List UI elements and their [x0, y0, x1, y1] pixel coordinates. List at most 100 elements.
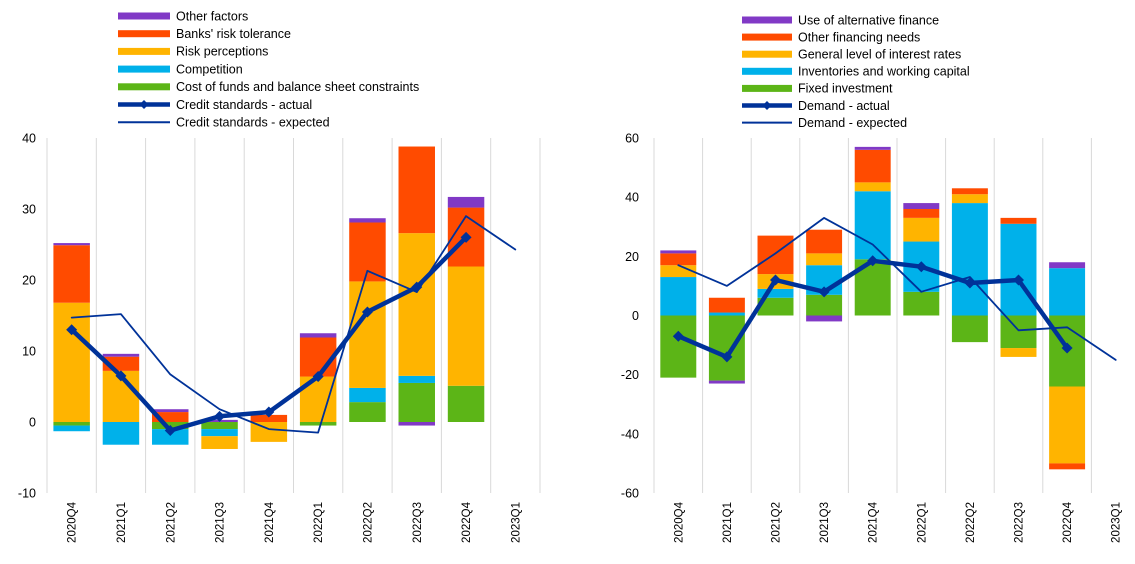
- marker-credit-standards-actual: [263, 406, 275, 418]
- y-tick-label: -60: [621, 487, 639, 501]
- bar-other-factors: [447, 196, 485, 208]
- x-tick-label: 2022Q2: [362, 502, 374, 543]
- marker-demand-actual: [1061, 342, 1073, 354]
- marker-credit-standards-actual: [361, 306, 373, 318]
- legend-swatch-other-financing-needs: [742, 33, 792, 41]
- bar-risk-perceptions: [201, 436, 238, 449]
- bar-inventories-and-working-capital: [854, 191, 891, 260]
- marker-demand-actual: [1013, 274, 1024, 286]
- bar-cost-of-funds-and-balance-sheet-constraints: [398, 382, 435, 422]
- bar-general-level-of-interest-rates: [951, 194, 988, 204]
- bar-risk-perceptions: [398, 233, 435, 376]
- bar-inventories-and-working-capital: [708, 312, 745, 316]
- bar-cost-of-funds-and-balance-sheet-constraints: [299, 422, 337, 426]
- marker-credit-standards-actual: [164, 425, 176, 437]
- bar-other-financing-needs: [1000, 217, 1037, 224]
- marker-credit-standards-actual: [460, 231, 472, 243]
- bar-use-of-alternative-finance: [660, 250, 697, 254]
- legend-swatch-competition: [118, 65, 170, 73]
- bar-other-financing-needs: [708, 297, 745, 313]
- bar-banks-risk-tolerance: [398, 146, 435, 234]
- legend-label-demand-actual: Demand - actual: [798, 99, 890, 113]
- bar-other-financing-needs: [757, 235, 794, 275]
- bar-general-level-of-interest-rates: [660, 265, 697, 278]
- bar-fixed-investment: [708, 315, 745, 381]
- x-tick-label: 2022Q1: [916, 502, 928, 543]
- bar-use-of-alternative-finance: [806, 315, 843, 322]
- legend: Use of alternative finance Other financin…: [742, 13, 970, 130]
- loan-demand-chart: -60 -40 -20 0 20 40 60 2020Q4 2021Q1 2021Q2 2021Q3…: [621, 13, 1123, 543]
- y-tick-label: 20: [625, 250, 639, 264]
- legend-swatch-cost-of-funds-and-balance-sheet-constraints: [118, 83, 170, 91]
- x-tick-label: 2021Q3: [819, 502, 831, 543]
- legend-marker-credit-standards-actual: [139, 100, 149, 109]
- legend-label-other-factors: Other factors: [176, 9, 248, 23]
- x-tick-label: 2022Q1: [313, 502, 325, 543]
- bar-competition: [349, 387, 386, 403]
- bar-other-factors: [398, 422, 435, 426]
- bar-risk-perceptions: [53, 302, 90, 422]
- legend-label-demand-expected: Demand - expected: [798, 116, 907, 130]
- legend-label-cost-of-funds-and-balance-sheet-constraints: Cost of funds and balance sheet constrai…: [176, 80, 419, 94]
- bar-fixed-investment: [1000, 315, 1037, 349]
- bar-general-level-of-interest-rates: [806, 253, 843, 266]
- bar-competition: [398, 375, 435, 383]
- bar-competition: [102, 422, 140, 445]
- y-tick-label: 10: [22, 345, 36, 359]
- legend-label-banks-risk-tolerance: Banks' risk tolerance: [176, 27, 291, 41]
- line-credit-standards-expected: [70, 215, 517, 434]
- legend-swatch-use-of-alternative-finance: [742, 16, 792, 24]
- bar-other-financing-needs: [951, 188, 988, 195]
- bar-general-level-of-interest-rates: [1000, 348, 1037, 357]
- bar-fixed-investment: [660, 315, 697, 378]
- bar-risk-perceptions: [349, 281, 386, 388]
- marker-demand-actual: [770, 274, 781, 286]
- x-tick-label: 2022Q3: [412, 502, 424, 543]
- x-tick-label: 2023Q1: [510, 502, 522, 543]
- x-tick-label: 2021Q4: [868, 501, 880, 543]
- marker-credit-standards-actual: [214, 410, 226, 422]
- y-tick-label: 40: [625, 191, 639, 205]
- x-tick-label: 2020Q4: [67, 501, 79, 543]
- bar-inventories-and-working-capital: [757, 288, 794, 298]
- bar-general-level-of-interest-rates: [854, 182, 891, 192]
- bar-other-financing-needs: [1049, 463, 1086, 470]
- bar-other-financing-needs: [660, 253, 697, 266]
- y-tick-label: 20: [22, 274, 36, 288]
- y-tick-label: -20: [621, 368, 639, 382]
- marker-demand-actual: [915, 261, 927, 273]
- y-tick-label: 30: [22, 203, 36, 217]
- legend: Other factors Banks' risk tolerance Risk p…: [118, 9, 419, 130]
- x-tick-label: 2022Q4: [1062, 501, 1074, 543]
- legend-label-credit-standards-actual: Credit standards - actual: [176, 98, 312, 112]
- legend-swatch-other-factors: [118, 12, 170, 20]
- bar-cost-of-funds-and-balance-sheet-constraints: [201, 422, 238, 430]
- legend-swatch-risk-perceptions: [118, 47, 170, 55]
- x-tick-label: 2022Q4: [461, 501, 473, 543]
- bar-inventories-and-working-capital: [1049, 268, 1086, 316]
- legend-label-other-financing-needs: Other financing needs: [798, 30, 920, 44]
- bar-cost-of-funds-and-balance-sheet-constraints: [349, 402, 386, 422]
- bar-other-factors: [299, 333, 337, 338]
- bar-risk-perceptions: [447, 266, 485, 386]
- x-tick-label: 2021Q1: [116, 502, 128, 543]
- bar-banks-risk-tolerance: [250, 414, 288, 422]
- bar-inventories-and-working-capital: [660, 277, 697, 316]
- marker-credit-standards-actual: [115, 370, 127, 382]
- marker-demand-actual: [867, 255, 879, 267]
- bar-other-financing-needs: [806, 229, 843, 254]
- bar-inventories-and-working-capital: [951, 203, 988, 316]
- x-tick-label: 2020Q4: [673, 501, 685, 543]
- marker-credit-standards-actual: [411, 281, 423, 293]
- y-tick-label: 40: [22, 132, 36, 146]
- bar-other-factors: [349, 218, 386, 223]
- x-tick-label: 2021Q1: [722, 502, 734, 543]
- y-tick-label: 0: [632, 309, 639, 323]
- bar-cost-of-funds-and-balance-sheet-constraints: [53, 422, 90, 426]
- legend-swatch-inventories-and-working-capital: [742, 67, 792, 75]
- legend-swatch-banks-risk-tolerance: [118, 30, 170, 38]
- x-tick-label: 2021Q2: [165, 502, 177, 543]
- y-tick-label: 60: [625, 132, 639, 146]
- legend-label-inventories-and-working-capital: Inventories and working capital: [798, 65, 970, 79]
- marker-demand-actual: [818, 286, 830, 298]
